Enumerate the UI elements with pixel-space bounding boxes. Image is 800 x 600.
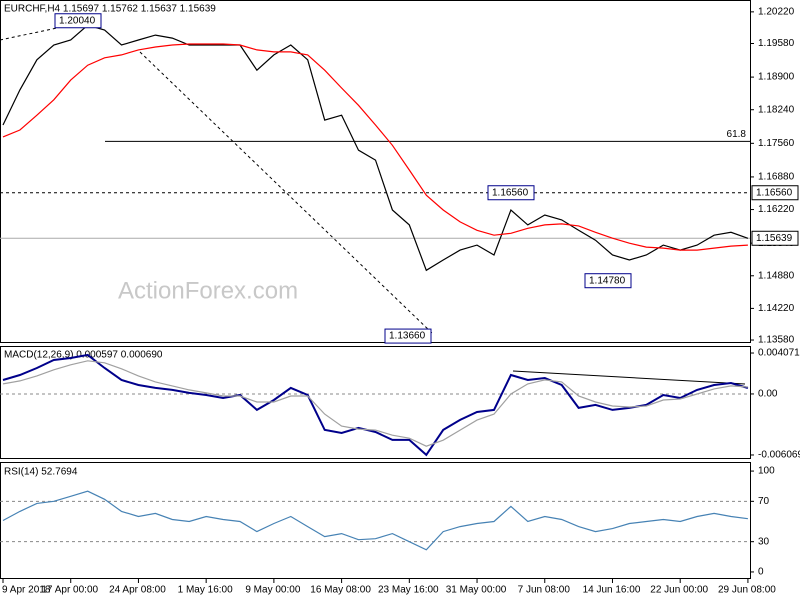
x-tick-label: 1 May 16:00 xyxy=(178,585,233,596)
y-tick-label: 0.004071 xyxy=(758,348,800,359)
x-tick-label: 16 May 08:00 xyxy=(310,585,371,596)
x-tick-label: 9 May 00:00 xyxy=(245,585,300,596)
x-tick-label: 29 Jun 08:00 xyxy=(718,585,776,596)
price-box xyxy=(751,230,799,246)
series-line xyxy=(2,43,748,251)
trend-line xyxy=(139,51,433,334)
y-tick-label: 1.13580 xyxy=(758,335,795,346)
y-tick-label: 70 xyxy=(758,496,770,507)
x-tick-label: 17 Apr 00:00 xyxy=(41,585,98,596)
macd-panel xyxy=(0,346,751,459)
y-tick-label: 100 xyxy=(758,466,775,477)
y-tick-label: 0.00 xyxy=(758,389,778,400)
x-tick-label: 31 May 00:00 xyxy=(446,585,507,596)
price-box xyxy=(751,185,799,201)
annotation-label: 1.16560 xyxy=(492,187,529,198)
annotation-box xyxy=(54,13,102,29)
x-tick-label: 9 Apr 2018 xyxy=(2,585,51,596)
price-title: EURCHF,H4 1.15697 1.15762 1.15637 1.1563… xyxy=(4,4,216,15)
y-tick-label: 1.19580 xyxy=(758,38,795,49)
y-tick-label: 1.18240 xyxy=(758,104,795,115)
rsi-panel xyxy=(0,462,751,579)
macd-trend-line xyxy=(512,370,746,385)
y-tick-label: 1.16880 xyxy=(758,172,795,183)
annotation-label: 1.14780 xyxy=(589,275,626,286)
y-tick-label: 1.20220 xyxy=(758,7,795,18)
x-tick-label: 7 Jun 08:00 xyxy=(518,585,571,596)
rsi-title: RSI(14) 52.7694 xyxy=(4,467,78,478)
price-box-label: 1.15639 xyxy=(756,233,793,244)
y-tick-label: 1.17560 xyxy=(758,138,795,149)
series-line xyxy=(2,490,748,551)
x-tick-label: 23 May 16:00 xyxy=(378,585,439,596)
annotation-label: 1.20040 xyxy=(59,15,96,26)
y-tick-label: 1.14880 xyxy=(758,270,795,281)
x-tick-label: 24 Apr 08:00 xyxy=(109,585,166,596)
series-line xyxy=(2,353,749,457)
y-tick-label: 30 xyxy=(758,536,770,547)
series-line xyxy=(2,24,749,272)
annotation-label: 1.13660 xyxy=(389,331,426,342)
series-line xyxy=(2,360,748,447)
y-tick-label: 1.16220 xyxy=(758,204,795,215)
y-tick-label: -0.006069 xyxy=(758,450,800,461)
annotation-box xyxy=(384,328,432,344)
y-tick-label: 1.14220 xyxy=(758,303,795,314)
price-box-label: 1.16560 xyxy=(756,187,793,198)
y-tick-label: 1.18900 xyxy=(758,72,795,83)
watermark: ActionForex.com xyxy=(118,277,298,304)
x-tick-label: 14 Jun 16:00 xyxy=(583,585,641,596)
annotation-box xyxy=(487,185,535,201)
y-tick-label: 0 xyxy=(758,567,764,578)
price-panel xyxy=(0,0,751,343)
annotation-box xyxy=(584,273,632,289)
x-tick-label: 22 Jun 00:00 xyxy=(650,585,708,596)
fib-label: 61.8 xyxy=(727,129,747,140)
